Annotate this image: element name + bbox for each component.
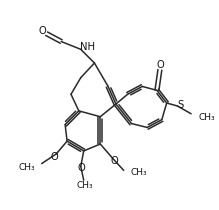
Text: O: O <box>110 156 118 166</box>
Text: O: O <box>157 60 165 70</box>
Text: S: S <box>177 100 184 110</box>
Text: CH₃: CH₃ <box>76 181 93 190</box>
Text: CH₃: CH₃ <box>199 113 215 122</box>
Text: O: O <box>78 163 86 173</box>
Text: CH₃: CH₃ <box>131 168 147 177</box>
Text: O: O <box>51 152 58 162</box>
Text: NH: NH <box>80 42 95 52</box>
Text: O: O <box>39 26 47 36</box>
Text: CH₃: CH₃ <box>18 163 35 172</box>
